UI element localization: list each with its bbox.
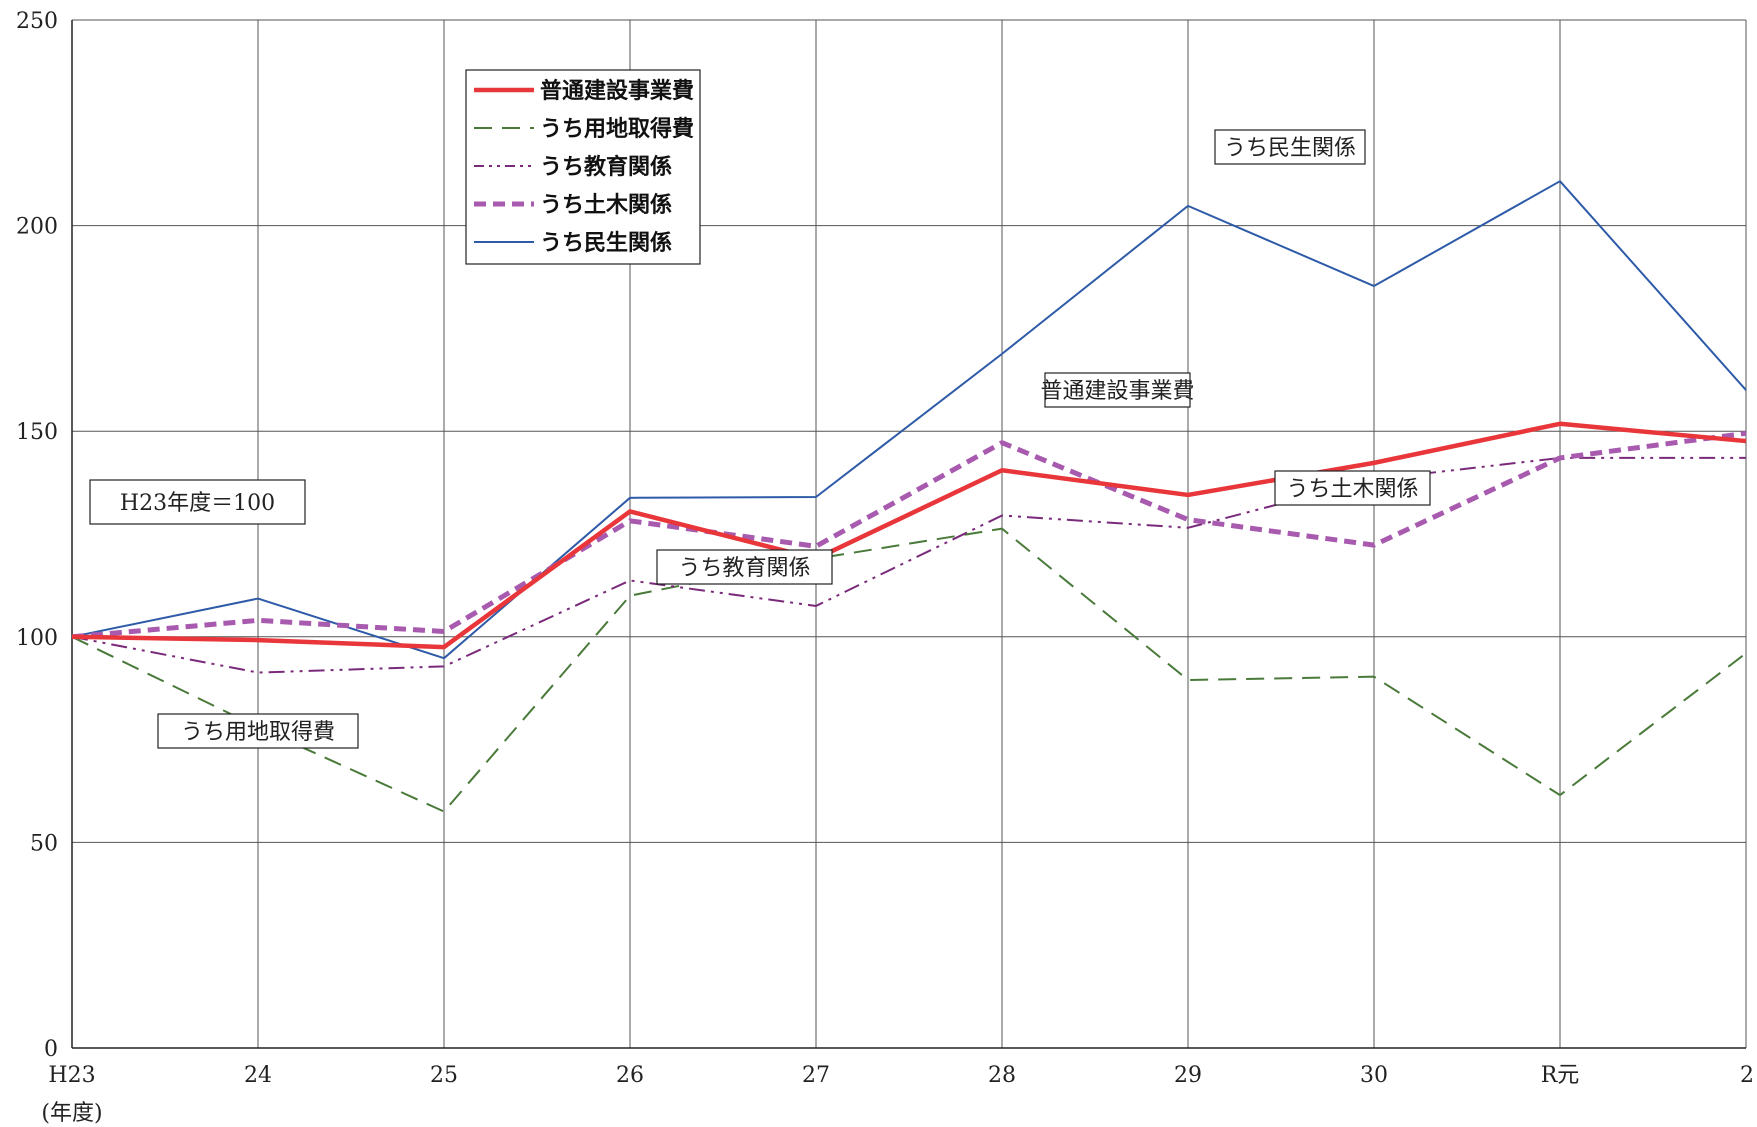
x-tick-label: R元	[1541, 1063, 1580, 1088]
annotation-box	[157, 713, 359, 749]
legend-label: うち民生関係	[540, 231, 672, 256]
x-tick-label: H23	[48, 1063, 95, 1088]
legend-label: 普通建設事業費	[540, 78, 694, 104]
annotation-box	[89, 479, 306, 525]
annotation-box	[656, 549, 833, 585]
x-tick-label: 28	[988, 1063, 1016, 1088]
series-line-3	[71, 430, 1747, 640]
x-axis-unit-label: (年度)	[41, 1101, 102, 1126]
x-axis-ticks: H23 24 25 26 27 28 29 30 R元 2	[48, 1063, 1754, 1088]
y-tick-label: 200	[16, 215, 58, 240]
x-tick-label: 2	[1740, 1063, 1754, 1088]
y-tick-label: 250	[16, 9, 58, 34]
legend-label: うち土木関係	[540, 193, 672, 218]
annotation-label: H23年度＝100	[120, 491, 275, 516]
annotation-box	[1044, 372, 1191, 408]
annotation-label: うち用地取得費	[181, 720, 335, 745]
series-line-4	[71, 180, 1747, 660]
annotation-label: うち土木関係	[1286, 477, 1418, 502]
annotation-label: うち教育関係	[678, 556, 810, 581]
grid-lines	[72, 19, 1747, 1048]
legend-label: うち用地取得費	[540, 116, 694, 142]
x-tick-label: 30	[1360, 1063, 1388, 1088]
series-line-0	[71, 421, 1747, 650]
series-line-1	[71, 527, 1747, 813]
annotation-label: 普通建設事業費	[1040, 379, 1194, 404]
series-line-2	[71, 456, 1746, 674]
annotation-box	[1214, 129, 1366, 165]
axes	[71, 20, 1746, 1049]
y-tick-label: 100	[16, 626, 58, 651]
y-tick-label: 150	[16, 420, 58, 445]
x-tick-label: 25	[430, 1063, 458, 1088]
x-tick-label: 29	[1174, 1063, 1202, 1088]
annotation-box	[1274, 470, 1431, 506]
y-tick-label: 50	[30, 831, 58, 856]
y-axis-ticks: 0 50 100 150 200 250	[16, 9, 58, 1062]
x-tick-label: 27	[802, 1063, 830, 1088]
series-lines	[71, 180, 1747, 813]
x-tick-label: 24	[244, 1063, 272, 1088]
y-tick-label: 0	[44, 1037, 58, 1062]
annotation-label: うち民生関係	[1224, 136, 1356, 161]
x-tick-label: 26	[616, 1063, 644, 1088]
legend-label: うち教育関係	[540, 154, 672, 180]
annotations: H23年度＝100うち民生関係普通建設事業費うち土木関係うち教育関係うち用地取得…	[89, 129, 1431, 749]
